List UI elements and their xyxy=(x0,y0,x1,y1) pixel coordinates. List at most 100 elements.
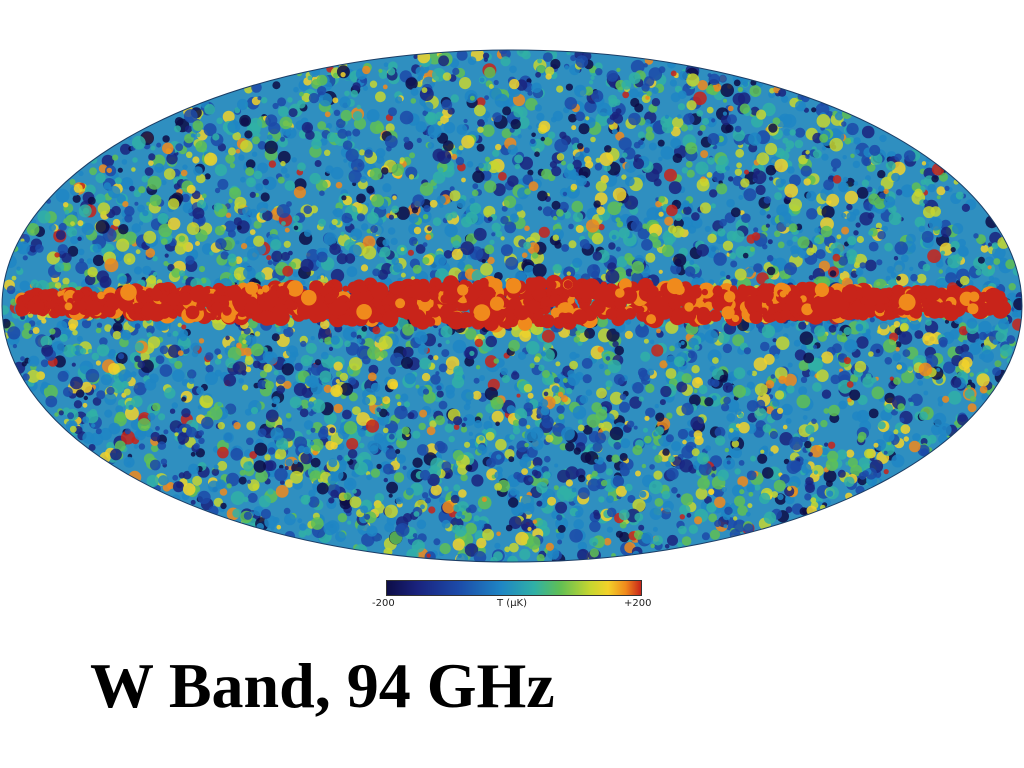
fluctuation-speckle xyxy=(619,401,630,413)
fluctuation-speckle xyxy=(191,350,199,358)
fluctuation-speckle xyxy=(346,438,359,450)
fluctuation-speckle xyxy=(611,454,620,463)
fluctuation-speckle xyxy=(357,162,363,168)
fluctuation-speckle xyxy=(362,396,371,406)
fluctuation-speckle xyxy=(898,331,913,345)
fluctuation-speckle xyxy=(78,204,92,218)
fluctuation-speckle xyxy=(178,270,186,277)
fluctuation-speckle xyxy=(616,67,621,72)
fluctuation-speckle xyxy=(704,225,712,233)
fluctuation-speckle xyxy=(414,331,428,345)
fluctuation-speckle xyxy=(467,56,477,65)
fluctuation-speckle xyxy=(416,137,422,143)
fluctuation-speckle xyxy=(856,235,865,244)
fluctuation-speckle xyxy=(299,408,309,418)
fluctuation-speckle xyxy=(532,519,537,524)
fluctuation-speckle xyxy=(92,254,105,267)
fluctuation-speckle xyxy=(118,276,127,285)
fluctuation-speckle xyxy=(350,89,359,98)
fluctuation-speckle xyxy=(243,266,256,280)
fluctuation-speckle xyxy=(578,474,586,483)
fluctuation-speckle xyxy=(441,99,453,111)
fluctuation-speckle xyxy=(777,493,784,501)
fluctuation-speckle xyxy=(584,327,595,339)
fluctuation-speckle xyxy=(350,228,363,241)
fluctuation-speckle xyxy=(563,211,571,219)
fluctuation-speckle xyxy=(879,134,887,143)
fluctuation-speckle xyxy=(245,235,257,248)
fluctuation-speckle xyxy=(54,412,59,417)
fluctuation-speckle xyxy=(856,187,869,199)
fluctuation-speckle xyxy=(910,273,918,282)
fluctuation-speckle xyxy=(793,339,801,347)
fluctuation-speckle xyxy=(852,411,862,421)
fluctuation-speckle xyxy=(336,454,343,461)
fluctuation-speckle xyxy=(645,131,655,141)
fluctuation-speckle xyxy=(753,357,768,372)
fluctuation-speckle xyxy=(919,411,928,421)
fluctuation-speckle xyxy=(927,183,936,193)
fluctuation-speckle xyxy=(423,101,434,112)
fluctuation-speckle xyxy=(481,259,486,264)
fluctuation-speckle xyxy=(275,485,289,498)
fluctuation-speckle xyxy=(192,475,203,486)
fluctuation-speckle xyxy=(420,504,425,510)
fluctuation-speckle xyxy=(536,112,545,121)
fluctuation-speckle xyxy=(458,489,467,498)
fluctuation-speckle xyxy=(77,248,85,256)
fluctuation-speckle xyxy=(760,449,765,454)
fluctuation-speckle xyxy=(201,416,214,430)
fluctuation-speckle xyxy=(632,382,644,394)
fluctuation-speckle xyxy=(719,218,727,227)
fluctuation-speckle xyxy=(800,344,807,351)
fluctuation-speckle xyxy=(500,244,513,257)
fluctuation-speckle xyxy=(649,339,655,345)
fluctuation-speckle xyxy=(386,481,398,494)
fluctuation-speckle xyxy=(366,228,372,234)
fluctuation-speckle xyxy=(468,431,474,437)
fluctuation-speckle xyxy=(76,335,83,342)
fluctuation-speckle xyxy=(150,431,160,442)
fluctuation-speckle xyxy=(556,531,565,540)
fluctuation-speckle xyxy=(452,538,465,551)
fluctuation-speckle xyxy=(730,207,741,218)
fluctuation-speckle xyxy=(391,205,399,214)
fluctuation-speckle xyxy=(594,458,599,464)
fluctuation-speckle xyxy=(316,275,321,280)
fluctuation-speckle xyxy=(214,187,221,194)
fluctuation-speckle xyxy=(329,243,341,255)
fluctuation-speckle xyxy=(252,360,261,369)
fluctuation-speckle xyxy=(557,539,563,545)
fluctuation-speckle xyxy=(799,331,814,346)
fluctuation-speckle xyxy=(726,274,731,280)
fluctuation-speckle xyxy=(590,136,596,143)
fluctuation-speckle xyxy=(959,275,970,286)
fluctuation-speckle xyxy=(422,242,428,248)
fluctuation-speckle xyxy=(491,232,496,237)
fluctuation-speckle xyxy=(708,73,720,86)
fluctuation-speckle xyxy=(186,222,200,236)
fluctuation-speckle xyxy=(957,414,969,426)
fluctuation-speckle xyxy=(16,241,30,255)
fluctuation-speckle xyxy=(407,249,414,256)
fluctuation-speckle xyxy=(480,263,493,276)
fluctuation-speckle xyxy=(198,430,205,436)
fluctuation-speckle xyxy=(204,371,218,385)
fluctuation-speckle xyxy=(723,396,731,405)
fluctuation-speckle xyxy=(751,232,761,241)
fluctuation-speckle xyxy=(575,111,585,122)
fluctuation-speckle xyxy=(131,167,136,172)
fluctuation-speckle xyxy=(976,373,990,387)
fluctuation-speckle xyxy=(278,106,289,117)
fluctuation-speckle xyxy=(490,396,504,410)
fluctuation-speckle xyxy=(220,502,227,510)
fluctuation-speckle xyxy=(413,511,420,517)
fluctuation-speckle xyxy=(272,81,281,90)
fluctuation-speckle xyxy=(381,167,389,175)
fluctuation-speckle xyxy=(509,78,520,90)
fluctuation-speckle xyxy=(746,370,753,376)
fluctuation-speckle xyxy=(117,399,126,407)
fluctuation-speckle xyxy=(720,83,734,97)
fluctuation-speckle xyxy=(665,434,674,443)
fluctuation-speckle xyxy=(852,160,861,169)
